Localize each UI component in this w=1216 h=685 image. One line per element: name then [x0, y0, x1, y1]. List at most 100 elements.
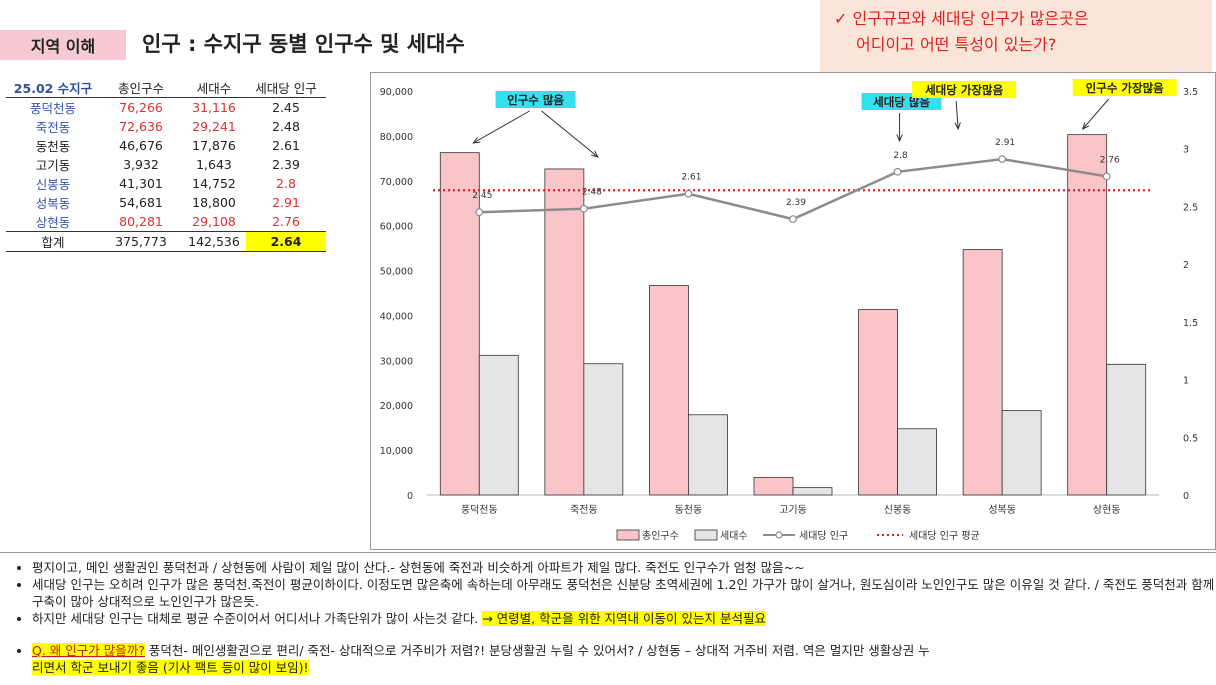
- table-cell-per-total: 2.64: [246, 231, 326, 252]
- table-cell-pop: 46,676: [119, 138, 163, 153]
- legend-label: 세대수: [720, 530, 748, 542]
- table-header-population: 총인구수: [100, 78, 182, 98]
- x-tick-label: 상현동: [1093, 504, 1121, 516]
- bar-households: [583, 363, 624, 496]
- annotation-arrowhead: [472, 137, 481, 144]
- bar-population: [858, 309, 898, 496]
- data-label: 2.48: [582, 188, 602, 198]
- table-cell-pop: 3,932: [123, 157, 159, 172]
- data-label: 2.39: [786, 198, 806, 208]
- line-point: [579, 204, 588, 213]
- check-icon: ✓: [834, 9, 848, 28]
- table-cell-hh: 29,241: [192, 119, 236, 134]
- bar-population: [1067, 134, 1108, 496]
- y-tick-label: 30,000: [380, 356, 413, 367]
- population-table: 25.02 수지구 총인구수 세대수 세대당 인구 풍덕천동 76,266 31…: [6, 78, 326, 252]
- y-tick-label: 10,000: [380, 446, 413, 457]
- table-header-row: 25.02 수지구 총인구수 세대수 세대당 인구: [6, 78, 326, 98]
- legend-swatch-households: [694, 529, 718, 541]
- legend-label: 총인구수: [642, 530, 679, 542]
- bar-population: [962, 249, 1003, 496]
- annotation-arrow: [473, 110, 530, 144]
- table-row: 상현동 80,281 29,108 2.76: [6, 212, 326, 232]
- bar-population: [753, 476, 794, 496]
- x-tick-label: 신봉동: [884, 504, 912, 516]
- y-tick-label: 20,000: [380, 401, 413, 412]
- population-chart: 0 10,000 20,000 30,000 40,000 50,000 60,000 70,…: [380, 79, 1198, 542]
- annotation-label-bg: [495, 91, 576, 108]
- table-row: 동천동 46,676 17,876 2.61: [6, 136, 326, 155]
- y2-tick-label: 1.5: [1183, 318, 1198, 329]
- note-bullet-3: 하지만 세대당 인구는 대체로 평균 수준이어서 어디서나 가족단위가 많이 사…: [32, 610, 1216, 627]
- note-bullet-1: 평지이고, 메인 생활권인 풍덕천과 / 상현동에 사람이 제일 많이 산다.-…: [32, 559, 1216, 576]
- table-cell-pop: 80,281: [119, 214, 163, 229]
- x-tick-label: 동천동: [675, 504, 703, 516]
- x-tick-label: 죽전동: [570, 504, 598, 516]
- legend-label: 세대당 인구: [799, 530, 848, 542]
- bar-households: [688, 414, 728, 496]
- annotation-label: 인구수 많음: [507, 93, 564, 107]
- table-cell-per: 2.48: [272, 119, 300, 134]
- chart-container: 0 10,000 20,000 30,000 40,000 50,000 60,000 70,…: [370, 72, 1216, 550]
- annotation-arrowhead: [1081, 122, 1090, 130]
- legend-swatch-point: [775, 531, 783, 539]
- table-cell-name: 합계: [6, 231, 100, 252]
- table-header-households: 세대수: [182, 78, 246, 98]
- y-tick-label: 0: [407, 491, 413, 502]
- table-cell-pop: 72,636: [119, 119, 163, 134]
- annotation-label-bg: [1072, 79, 1177, 96]
- data-label: 2.76: [1100, 155, 1120, 165]
- y-tick-label: 70,000: [380, 177, 413, 188]
- table-cell-name: 성복동: [35, 196, 71, 211]
- line-point: [893, 167, 902, 176]
- x-tick-label: 고기동: [779, 504, 807, 516]
- table-row: 신봉동 41,301 14,752 2.8: [6, 174, 326, 193]
- data-label: 2.45: [472, 191, 492, 201]
- annotation-arrowhead: [954, 122, 961, 131]
- callout-line-2: 어디이고 어떤 특성이 있는가?: [856, 35, 1057, 54]
- notes-section: 평지이고, 메인 생활권인 풍덕천과 / 상현동에 사람이 제일 많이 산다.-…: [0, 552, 1216, 685]
- table-cell-per: 2.61: [272, 138, 300, 153]
- callout-text-1: 인구규모와 세대당 인구가 많은곳은: [852, 9, 1089, 28]
- table-cell-hh: 17,876: [192, 138, 236, 153]
- y-tick-label: 60,000: [380, 222, 413, 233]
- y2-tick-label: 0.5: [1183, 433, 1198, 444]
- annotation-arrow: [955, 100, 959, 130]
- y2-tick-label: 3.5: [1183, 87, 1198, 98]
- note-bullet-3-text: 하지만 세대당 인구는 대체로 평균 수준이어서 어디서나 가족단위가 많이 사…: [32, 611, 479, 626]
- data-label: 2.61: [681, 173, 701, 183]
- line-point: [998, 155, 1007, 164]
- table-cell-per: 2.45: [272, 100, 300, 115]
- table-row: 고기동 3,932 1,643 2.39: [6, 155, 326, 174]
- table-cell-name: 동천동: [35, 139, 71, 154]
- table-cell-name: 신봉동: [35, 177, 71, 192]
- annotation-arrow: [1082, 98, 1110, 130]
- x-tick-label: 성복동: [988, 504, 1016, 516]
- table-cell-hh: 18,800: [192, 195, 236, 210]
- note-bullet-3-action: → 연령별, 학군을 위한 지역내 이동이 있는지 분석필요: [482, 611, 766, 626]
- table-row: 죽전동 72,636 29,241 2.48: [6, 117, 326, 136]
- table-cell-pop: 54,681: [119, 195, 163, 210]
- table-cell-per: 2.8: [276, 176, 296, 191]
- bar-households: [897, 428, 937, 496]
- annotation-arrowhead: [896, 134, 903, 143]
- table-cell-name: 상현동: [35, 215, 71, 230]
- table-header-region: 25.02 수지구: [6, 78, 100, 98]
- x-tick-label: 풍덕천동: [461, 504, 498, 516]
- y2-tick-label: 2: [1183, 260, 1189, 271]
- table-row: 성복동 54,681 18,800 2.91: [6, 193, 326, 212]
- legend-swatch-population: [616, 529, 640, 541]
- annotation-label: 인구수 가장많음: [1086, 81, 1164, 95]
- table-cell-pop: 375,773: [100, 231, 182, 252]
- y2-tick-label: 3: [1183, 145, 1189, 156]
- table-cell-pop: 76,266: [119, 100, 163, 115]
- line-point: [1102, 172, 1111, 181]
- bar-households: [1106, 363, 1147, 496]
- line-point: [684, 189, 693, 198]
- table-cell-name: 풍덕천동: [29, 101, 76, 116]
- table-cell-per: 2.91: [272, 195, 300, 210]
- table-cell-per: 2.39: [272, 157, 300, 172]
- table-cell-per: 2.76: [272, 214, 300, 229]
- page-title: 인구 : 수지구 동별 인구수 및 세대수: [142, 32, 465, 56]
- table-cell-name: 죽전동: [35, 120, 71, 135]
